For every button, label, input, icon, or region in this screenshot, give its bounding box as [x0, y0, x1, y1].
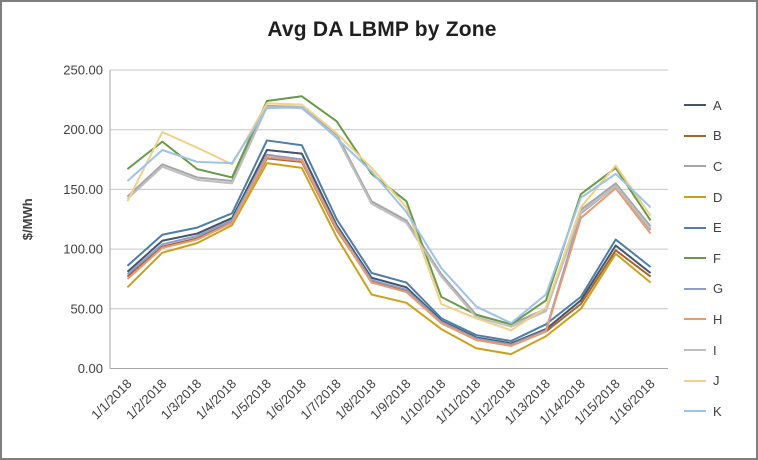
legend-label-I: I — [713, 342, 717, 358]
legend-label-F: F — [713, 250, 721, 266]
legend-swatch-J — [684, 379, 706, 382]
y-tick-label: 50.00 — [70, 301, 103, 316]
legend-item-B: B — [684, 121, 748, 152]
y-axis-title: $/MWh — [20, 198, 35, 240]
series-line-E — [126, 139, 652, 343]
legend-item-K: K — [684, 396, 748, 427]
legend-swatch-E — [684, 226, 706, 229]
series-line-A — [126, 148, 652, 345]
legend-item-C: C — [684, 151, 748, 182]
legend-item-J: J — [684, 365, 748, 396]
legend-swatch-B — [684, 134, 706, 137]
legend-item-A: A — [684, 90, 748, 121]
series-line-B — [126, 157, 652, 347]
chart-title: Avg DA LBMP by Zone — [267, 18, 497, 41]
legend-label-B: B — [713, 128, 722, 144]
legend-swatch-I — [684, 349, 706, 352]
y-tick-label: 100.00 — [63, 242, 103, 257]
legend-label-A: A — [713, 97, 722, 113]
series-line-J — [126, 102, 652, 332]
series-line-C — [126, 104, 652, 326]
y-tick-label: 150.00 — [63, 182, 103, 197]
legend-swatch-A — [684, 104, 706, 107]
legend-item-E: E — [684, 212, 748, 243]
series-line-I — [126, 106, 652, 328]
legend-label-D: D — [713, 189, 723, 205]
y-tick-label: 0.00 — [78, 361, 103, 376]
legend-swatch-F — [684, 257, 706, 260]
legend-swatch-D — [684, 196, 706, 199]
legend-label-K: K — [713, 403, 722, 419]
legend-label-G: G — [713, 281, 724, 297]
legend-item-I: I — [684, 335, 748, 366]
legend-item-D: D — [684, 182, 748, 213]
legend-label-H: H — [713, 311, 723, 327]
legend-swatch-C — [684, 165, 706, 168]
legend-swatch-G — [684, 287, 706, 290]
series-line-H — [126, 156, 652, 347]
y-tick-label: 200.00 — [63, 122, 103, 137]
series-line-D — [126, 162, 652, 356]
legend-item-H: H — [684, 304, 748, 335]
series-line-K — [126, 106, 652, 325]
legend-label-J: J — [713, 373, 720, 389]
legend-label-C: C — [713, 158, 723, 174]
legend-item-G: G — [684, 274, 748, 305]
legend-swatch-K — [684, 410, 706, 413]
legend-swatch-H — [684, 318, 706, 321]
y-tick-label: 250.00 — [63, 63, 103, 78]
legend-item-F: F — [684, 243, 748, 274]
legend-label-E: E — [713, 220, 722, 236]
